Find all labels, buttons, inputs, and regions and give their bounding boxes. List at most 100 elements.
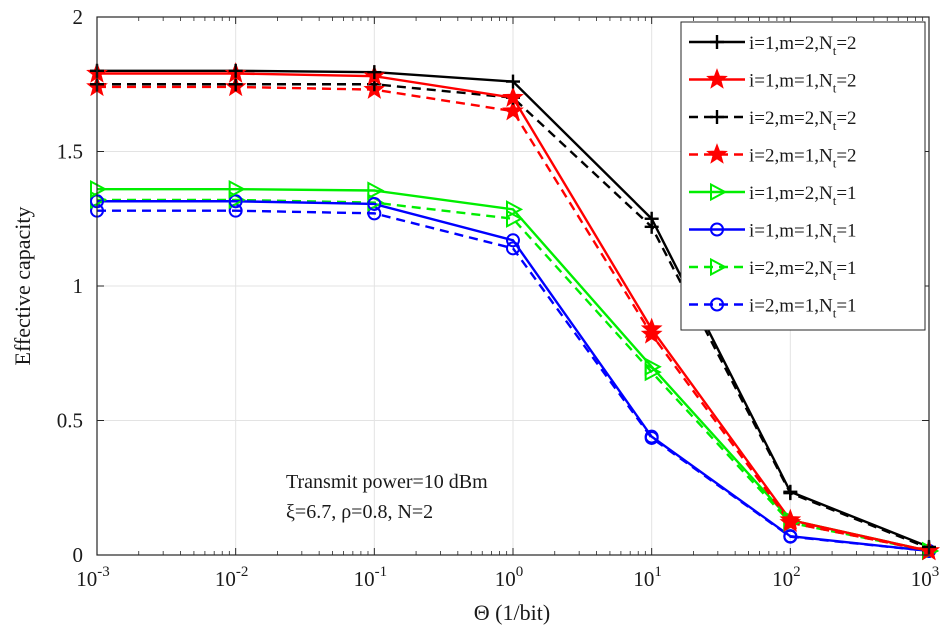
- legend-label: i=2,m=2,Nt=2: [749, 108, 857, 133]
- triangle-marker: [228, 179, 246, 199]
- legend-entry: i=2,m=1,Nt=1: [689, 296, 857, 321]
- data-point-marker: [228, 77, 243, 92]
- annotation-params: ξ=6.7, ρ=0.8, N=2: [286, 501, 433, 523]
- data-point-marker: [90, 179, 108, 199]
- triangle-marker: [506, 209, 524, 228]
- data-point-marker: [706, 143, 728, 164]
- x-tick-exponent: 3: [932, 564, 940, 580]
- legend: i=1,m=2,Nt=2 i=1,m=1,Nt=2 i=2,m=2,Nt=2 i=2,…: [680, 21, 926, 331]
- legend-label: i=1,m=2,Nt=2: [749, 33, 857, 58]
- y-tick-label: 0.5: [57, 409, 83, 433]
- data-point-marker: [783, 529, 798, 544]
- data-point-marker: [710, 257, 728, 277]
- data-point-marker: [506, 233, 520, 248]
- series-line: [97, 200, 930, 553]
- legend-label-tail: =2: [836, 33, 856, 54]
- data-point-marker: [644, 357, 662, 376]
- legend-box: [680, 21, 926, 331]
- data-point-marker: [502, 99, 524, 121]
- legend-label-subscript: t: [833, 43, 837, 58]
- legend-entry: i=1,m=1,Nt=2: [689, 68, 857, 96]
- circle-marker: [783, 529, 798, 544]
- legend-label-subscript: t: [833, 156, 837, 171]
- data-point-marker: [644, 211, 659, 226]
- legend-label-subscript: t: [833, 193, 837, 208]
- y-axis-label: Effective capacity: [10, 207, 35, 366]
- x-tick-exponent: -3: [97, 564, 110, 580]
- star-marker: [706, 143, 728, 164]
- triangle-marker: [710, 182, 728, 202]
- triangle-marker: [506, 200, 524, 219]
- data-point-marker: [502, 86, 524, 107]
- legend-label-tail: =2: [836, 108, 856, 129]
- legend-label: i=1,m=1,Nt=1: [749, 221, 857, 246]
- circle-marker: [506, 233, 520, 248]
- x-tick-exponent: 2: [793, 564, 801, 580]
- data-point-marker: [228, 194, 243, 209]
- data-point-marker: [506, 74, 520, 89]
- data-point-marker: [506, 200, 524, 219]
- data-point-marker: [783, 484, 798, 499]
- circle-marker: [367, 196, 382, 211]
- star-marker: [706, 68, 728, 89]
- axis-ticks: [96, 16, 930, 556]
- star-marker: [779, 508, 802, 530]
- triangle-marker: [367, 181, 385, 200]
- legend-label-subscript: t: [833, 306, 837, 321]
- triangle-marker: [90, 179, 108, 199]
- legend-entry: i=2,m=2,Nt=2: [689, 108, 857, 133]
- data-point-marker: [640, 317, 663, 339]
- legend-label-tail: =1: [836, 183, 856, 204]
- legend-label-tail: =2: [836, 146, 856, 167]
- data-point-marker: [644, 429, 659, 444]
- data-point-marker: [706, 68, 728, 89]
- legend-label: i=1,m=1,Nt=2: [749, 71, 857, 96]
- x-tick-exponent: -1: [375, 564, 388, 580]
- legend-entry: i=1,m=2,Nt=2: [689, 33, 857, 58]
- legend-label: i=1,m=2,Nt=1: [749, 183, 857, 208]
- data-point-marker: [367, 196, 382, 211]
- circle-marker: [228, 194, 243, 209]
- data-point-marker: [228, 179, 246, 199]
- legend-label-subscript: t: [833, 118, 837, 133]
- triangle-marker: [710, 257, 728, 277]
- circle-marker: [644, 429, 659, 444]
- triangle-marker: [644, 357, 662, 376]
- legend-label-subscript: t: [833, 231, 837, 246]
- data-point-marker: [367, 181, 385, 200]
- y-tick-label: 1: [73, 274, 84, 298]
- circle-marker: [710, 297, 724, 312]
- legend-label-tail: =1: [836, 296, 856, 317]
- star-marker: [502, 99, 524, 121]
- x-tick-exponent: 1: [654, 564, 662, 580]
- legend-entry: i=1,m=1,Nt=1: [689, 221, 857, 246]
- data-point-marker: [506, 241, 520, 256]
- x-tick-exponent: 0: [516, 564, 524, 580]
- data-point-marker: [506, 209, 524, 228]
- y-tick-label: 2: [73, 5, 84, 29]
- annotation-power: Transmit power=10 dBm: [286, 471, 488, 493]
- legend-label: i=2,m=1,Nt=1: [749, 296, 857, 321]
- data-point-marker: [710, 110, 724, 124]
- data-point-marker: [779, 508, 802, 530]
- legend-label-subscript: t: [833, 81, 837, 96]
- data-point-marker: [710, 222, 724, 237]
- x-axis-label: Θ (1/bit): [474, 600, 550, 625]
- data-point-marker: [710, 297, 724, 312]
- star-marker: [502, 86, 524, 107]
- legend-label: i=2,m=1,Nt=2: [749, 146, 857, 171]
- data-point-marker: [367, 65, 382, 80]
- legend-entry: i=2,m=1,Nt=2: [689, 143, 857, 171]
- legend-label-tail: =1: [836, 221, 856, 242]
- legend-label-tail: =1: [836, 258, 856, 279]
- legend-label: i=2,m=2,Nt=1: [749, 258, 857, 283]
- x-tick-label: 101: [633, 564, 662, 591]
- y-tick-label: 0: [73, 543, 84, 567]
- star-marker: [640, 317, 663, 339]
- legend-entry: i=1,m=2,Nt=1: [689, 182, 857, 208]
- data-point-marker: [228, 63, 243, 78]
- legend-label-subscript: t: [833, 268, 837, 283]
- legend-label-tail: =2: [836, 71, 856, 92]
- legend-entry: i=2,m=2,Nt=1: [689, 257, 857, 283]
